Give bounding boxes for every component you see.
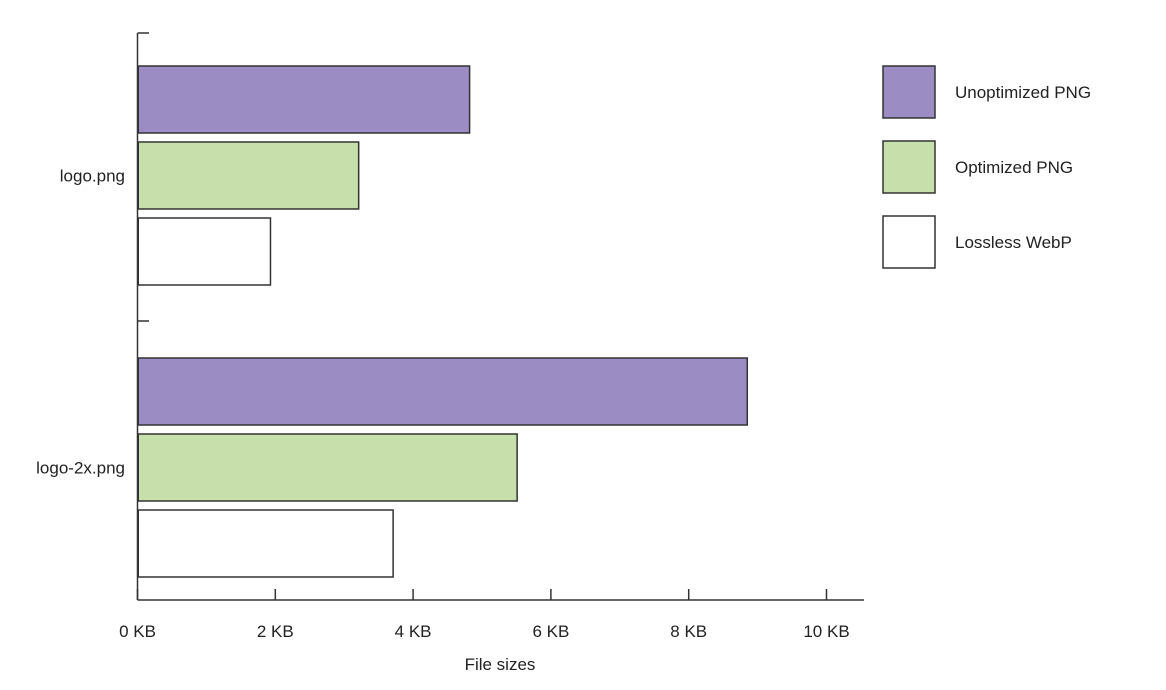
legend-swatch	[882, 215, 936, 269]
legend-label: Optimized PNG	[955, 158, 1073, 177]
bar-logo-png-lossless-webp	[137, 217, 272, 286]
bars-group	[137, 65, 749, 578]
axes-group	[136, 32, 864, 601]
x-tick-label: 4 KB	[395, 622, 432, 641]
category-label: logo-2x.png	[36, 459, 125, 478]
bar-logo-2x-png-lossless-webp	[137, 509, 394, 578]
legend-swatch	[882, 65, 936, 119]
bar-logo-2x-png-unoptimized-png	[137, 357, 749, 426]
legend-label: Lossless WebP	[955, 233, 1072, 252]
legend-label: Unoptimized PNG	[955, 83, 1091, 102]
x-axis-label: File sizes	[465, 655, 536, 674]
category-label: logo.png	[60, 167, 125, 186]
x-tick-label: 0 KB	[119, 622, 156, 641]
bar-logo-png-optimized-png	[137, 141, 360, 210]
bar-logo-2x-png-optimized-png	[137, 433, 518, 502]
legend-swatch	[882, 140, 936, 194]
x-tick-label: 8 KB	[670, 622, 707, 641]
x-tick-label: 10 KB	[803, 622, 849, 641]
legend: Unoptimized PNG Optimized PNG Lossless Web…	[882, 65, 1091, 269]
x-tick-label: 2 KB	[257, 622, 294, 641]
category-labels-group: logo.png logo-2x.png	[36, 167, 125, 478]
bar-logo-png-unoptimized-png	[137, 65, 471, 134]
x-ticks-group: 0 KB 2 KB 4 KB 6 KB 8 KB 10 KB	[119, 589, 850, 641]
x-tick-label: 6 KB	[532, 622, 569, 641]
